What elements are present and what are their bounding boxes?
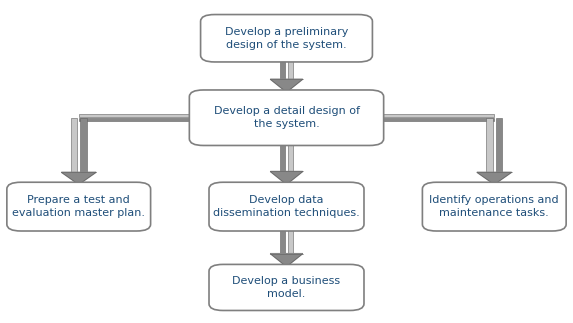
Bar [496,118,502,172]
FancyBboxPatch shape [209,265,364,310]
FancyBboxPatch shape [422,182,566,231]
Text: Develop a business
model.: Develop a business model. [233,276,340,299]
Bar [288,143,293,172]
Text: Develop a detail design of
the system.: Develop a detail design of the system. [214,106,359,129]
Bar [288,60,293,79]
Text: Develop a preliminary
design of the system.: Develop a preliminary design of the syst… [225,27,348,50]
Polygon shape [270,254,303,266]
Polygon shape [270,79,303,92]
Bar [280,229,285,254]
FancyBboxPatch shape [189,90,384,145]
Bar [486,118,493,172]
FancyBboxPatch shape [7,182,151,231]
Bar [71,118,77,172]
Bar [79,114,194,117]
Bar [280,143,285,172]
Text: Identify operations and
maintenance tasks.: Identify operations and maintenance task… [429,195,559,218]
Bar [79,119,194,121]
Bar [288,229,293,254]
Polygon shape [477,172,512,184]
Bar [379,119,494,121]
Polygon shape [270,172,303,184]
Bar [280,60,285,79]
Bar [80,118,87,172]
Text: Develop data
dissemination techniques.: Develop data dissemination techniques. [213,195,360,218]
FancyBboxPatch shape [201,15,372,62]
Bar [379,114,494,117]
FancyBboxPatch shape [209,182,364,231]
Polygon shape [61,172,96,184]
Text: Prepare a test and
evaluation master plan.: Prepare a test and evaluation master pla… [12,195,145,218]
